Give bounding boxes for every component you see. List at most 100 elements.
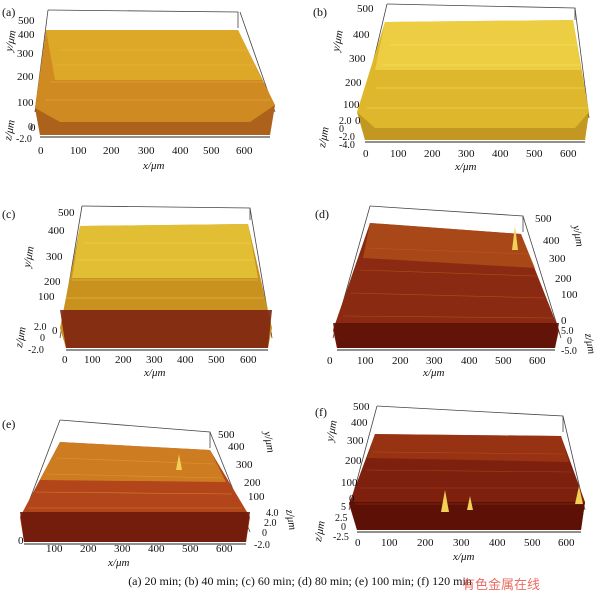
back-frame-b: [386, 3, 576, 20]
y-tick-c-300: 300: [46, 251, 63, 263]
x-tick-f-0: 0: [355, 537, 361, 549]
x-tick-a-400: 400: [172, 145, 189, 157]
surface-spike-e: [176, 454, 182, 470]
x-tick-e-600: 600: [216, 543, 233, 555]
z-tick-b-m4: -4.0: [339, 140, 355, 151]
surface-front-e: [20, 512, 250, 542]
z-tick-d-5: 5.0: [561, 326, 574, 337]
y-tick-f-500: 500: [353, 401, 370, 413]
surface-highlight-d: [363, 223, 535, 268]
z-axis-label-d: z/μm: [582, 331, 598, 355]
x-tick-b-500: 500: [526, 148, 543, 160]
y-tick-a-400: 400: [18, 29, 35, 41]
panel-letter-b: (b): [313, 5, 327, 19]
x-tick-b-300: 300: [458, 148, 475, 160]
y-tick-c-100: 100: [38, 291, 55, 303]
z-axis-label-f: z/μm: [312, 520, 328, 544]
y-tick-f-100: 100: [341, 477, 358, 489]
y-tick-d-500: 500: [535, 213, 552, 225]
y-tick-d-100: 100: [561, 289, 578, 301]
x-tick-d-600: 600: [529, 355, 546, 367]
x-tick-d-0: 0: [327, 355, 333, 367]
y-tick-a-300: 300: [17, 48, 34, 60]
y-tick-b-400: 400: [353, 29, 370, 41]
x-tick-f-300: 300: [453, 537, 470, 549]
z-tick-c-m2: -2.0: [28, 345, 44, 356]
x-tick-c-500: 500: [208, 354, 225, 366]
panel-a: (a) 500 400 300 200 100 0 y/μm 0 -2.0 z/…: [0, 0, 300, 195]
x-tick-d-400: 400: [461, 355, 478, 367]
x-tick-d-200: 200: [392, 355, 409, 367]
x-tick-a-200: 200: [103, 145, 120, 157]
y-tick-d-0: 0: [561, 315, 567, 327]
y-tick-a-500: 500: [18, 15, 35, 27]
y-tick-b-500: 500: [357, 3, 374, 15]
x-tick-d-500: 500: [495, 355, 512, 367]
y-tick-d-400: 400: [543, 235, 560, 247]
surface-plot-e: (e) 500 400 300 200 100 y/μm 4.0 2.0 0 -…: [2, 417, 299, 569]
y-tick-f-200: 200: [345, 455, 362, 467]
y-tick-f-0: 0: [349, 493, 355, 505]
surface-texture-b: [367, 44, 587, 109]
surface-front-d: [333, 323, 559, 348]
y-axis-label-c: y/μm: [21, 245, 37, 269]
z-tick-b-m2: -2.0: [339, 132, 355, 143]
z-tick-f-m2p5: -2.5: [333, 532, 349, 543]
surface-texture-f: [355, 451, 583, 505]
surface-plot-b: (b) 500 400 300 200 100 0 y/μm 2.0 0 -2.…: [313, 3, 590, 173]
surface-highlight-f: [367, 434, 569, 462]
z-tick-f-5: 5: [341, 502, 346, 513]
z-axis-label-e: z/μm: [283, 507, 299, 531]
y-tick-b-100: 100: [343, 99, 360, 111]
x-tick-c-100: 100: [84, 354, 101, 366]
surface-highlight-c: [72, 224, 258, 278]
x-tick-b-0: 0: [363, 148, 369, 160]
y-tick-b-0: 0: [355, 115, 361, 127]
x-tick-b-200: 200: [424, 148, 441, 160]
panel-letter-c: (c): [2, 207, 15, 221]
x-tick-e-100: 100: [46, 543, 63, 555]
y-tick-e-400: 400: [228, 441, 245, 453]
back-frame-a: [47, 9, 239, 28]
surface-texture-c: [66, 242, 264, 299]
x-tick-e-500: 500: [182, 543, 199, 555]
z-axis-label-c: z/μm: [13, 326, 29, 350]
x-tick-b-400: 400: [492, 148, 509, 160]
z-axis-label-b: z/μm: [316, 126, 332, 150]
surface-front-c: [60, 310, 272, 348]
y-tick-e-500: 500: [218, 429, 235, 441]
surface-plot-d: (d) 500 400 300 200 100 0 y/μm 5.0 0 -5.…: [315, 205, 598, 379]
surface-highlight-e: [40, 442, 226, 482]
panel-letter-e: (e): [2, 417, 15, 431]
y-axis-label-e: y/μm: [261, 429, 277, 453]
x-tick-a-600: 600: [236, 145, 253, 157]
z-tick-b-2: 2.0: [339, 116, 352, 127]
x-tick-d-300: 300: [426, 355, 443, 367]
y-axis-label-b: y/μm: [330, 29, 346, 53]
z-tick-e-0: 0: [262, 528, 267, 539]
surface-plot-a: (a) 500 400 300 200 100 0 y/μm 0 -2.0 z/…: [2, 5, 276, 172]
x-tick-b-100: 100: [390, 148, 407, 160]
panel-f: (f) 500 400 300 200 100 0 y/μm 5 2.5 0 -…: [305, 392, 600, 587]
surface-texture-d: [342, 247, 554, 319]
panel-letter-f: (f): [315, 405, 327, 419]
y-axis-line-d: [522, 215, 562, 339]
x-tick-f-400: 400: [489, 537, 506, 549]
y-tick-c-500: 500: [58, 207, 75, 219]
x-axis-label-f: x/μm: [452, 551, 474, 563]
x-tick-e-400: 400: [148, 543, 165, 555]
y-axis-label-f: y/μm: [324, 419, 340, 443]
panel-d: (d) 500 400 300 200 100 0 y/μm 5.0 0 -5.…: [305, 198, 600, 393]
surface-texture-e: [28, 457, 242, 509]
z-tick-c-2: 2.0: [34, 322, 47, 333]
y-tick-a-0: 0: [30, 122, 36, 134]
y-tick-c-400: 400: [48, 225, 65, 237]
x-tick-e-200: 200: [80, 543, 97, 555]
x-tick-a-300: 300: [138, 145, 155, 157]
y-tick-e-200: 200: [244, 477, 261, 489]
surface-plot-f: (f) 500 400 300 200 100 0 y/μm 5 2.5 0 -…: [312, 401, 586, 563]
x-tick-c-400: 400: [177, 354, 194, 366]
surface-spike-d: [512, 226, 518, 250]
watermark-text: 有色金属在线: [462, 578, 541, 593]
x-tick-a-0: 0: [38, 145, 44, 157]
